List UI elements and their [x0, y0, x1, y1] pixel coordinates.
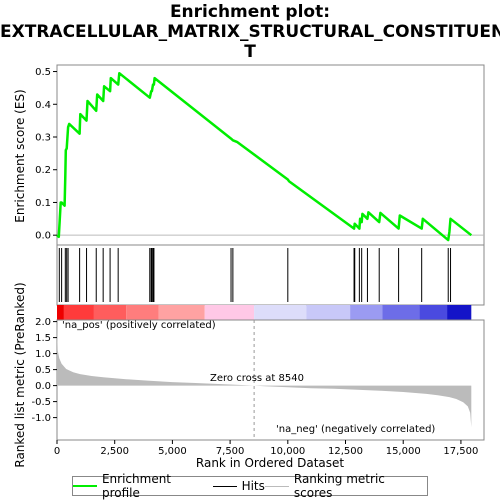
pos-label: 'na_pos' (positively correlated) [62, 320, 216, 331]
legend-hits: Hits [212, 479, 265, 493]
heat-segment [306, 305, 351, 320]
es-tick-label: 0.1 [35, 198, 51, 209]
legend-metric-label: Ranking metric scores [293, 472, 385, 500]
zero-cross-label: Zero cross at 8540 [210, 373, 304, 384]
heat-segment [254, 305, 307, 320]
legend-metric: Ranking metric scores [264, 472, 427, 500]
metric-tick-label: -1.0 [31, 413, 51, 424]
legend-metric-swatch [264, 485, 289, 487]
es-tick-label: 0.2 [35, 165, 51, 176]
heat-segment [63, 305, 94, 320]
es-tick-label: 0.4 [35, 100, 51, 111]
neg-label: 'na_neg' (negatively correlated) [276, 424, 435, 435]
es-axis-label: Enrichment score (ES) [13, 89, 27, 222]
heat-segment [158, 305, 205, 320]
legend-enrichment-swatch [73, 485, 97, 487]
es-tick-label: 0.0 [35, 231, 51, 242]
x-tick-label: 15,000 [386, 446, 421, 457]
legend-enrichment-label: Enrichment profile [101, 472, 172, 500]
legend-hits-swatch [212, 485, 237, 487]
chart-title-line-3: T [244, 42, 256, 62]
metric-tick-label: 0.5 [35, 365, 51, 376]
x-tick-label: 0 [54, 446, 60, 457]
x-tick-label: 7,500 [216, 446, 245, 457]
metric-tick-label: 0.0 [35, 381, 51, 392]
metric-axis-label: Ranked list metric (PreRanked) [13, 282, 27, 467]
es-tick-label: 0.3 [35, 133, 51, 144]
heat-segment [419, 305, 448, 320]
x-axis-label: Rank in Ordered Dataset [196, 456, 344, 470]
metric-tick-label: 1.0 [35, 349, 51, 360]
enrichment-profile-line [56, 71, 473, 242]
legend-enrichment: Enrichment profile [73, 472, 213, 500]
hits-panel [56, 244, 485, 306]
metric-tick-label: 1.5 [35, 333, 51, 344]
x-tick-label: 2,500 [100, 446, 129, 457]
metric-tick-label: 2.0 [35, 317, 51, 328]
chart-title-line-2: EXTRACELLULAR_MATRIX_STRUCTURAL_CONSTITU… [0, 22, 500, 42]
metric-tick-label: -0.5 [31, 397, 51, 408]
heat-segment [204, 305, 255, 320]
es-panel [56, 64, 485, 246]
x-tick-label: 17,500 [443, 446, 478, 457]
x-tick-label: 5,000 [158, 446, 187, 457]
heat-segment [447, 305, 472, 320]
legend-hits-label: Hits [241, 479, 265, 493]
chart-legend: Enrichment profile Hits Ranking metric s… [72, 472, 428, 500]
heat-segment [93, 305, 127, 320]
heat-segment [126, 305, 159, 320]
es-tick-label: 0.5 [35, 67, 51, 78]
heat-segment [350, 305, 383, 320]
x-tick-label: 12,500 [328, 446, 363, 457]
chart-title-line-1: Enrichment plot: [169, 2, 331, 22]
heat-segment [57, 305, 64, 320]
heat-segment [382, 305, 420, 320]
x-tick-label: 10,000 [270, 446, 305, 457]
